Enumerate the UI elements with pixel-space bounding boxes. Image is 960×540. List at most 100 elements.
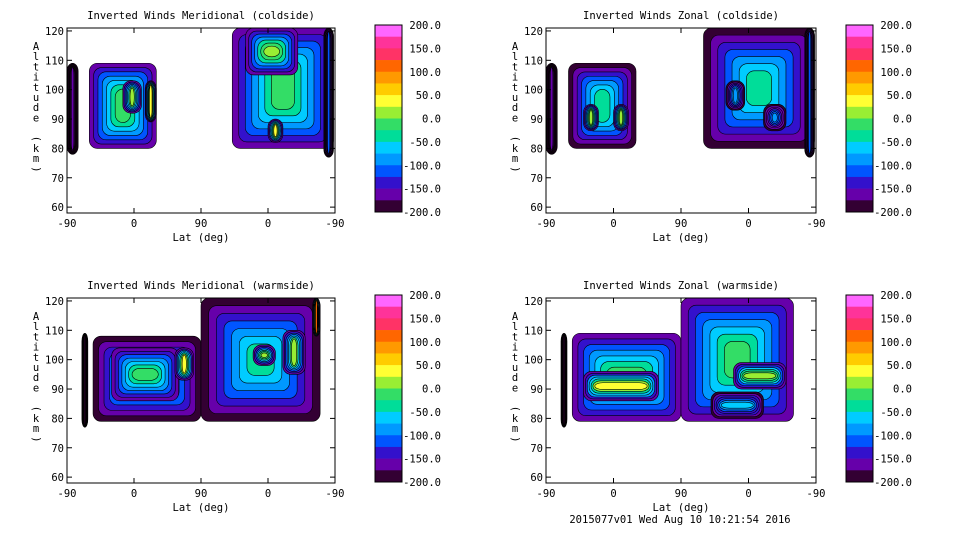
colorbar-label: -200.0 <box>874 207 912 219</box>
colorbar-label: -100.0 <box>403 160 441 172</box>
y-axis-label-char: d <box>33 372 39 384</box>
y-axis-label-char: m <box>512 423 518 435</box>
colorbar-swatch <box>846 318 873 331</box>
colorbar-swatch <box>375 118 402 131</box>
x-axis-label: Lat (deg) <box>653 502 710 514</box>
y-axis-label-char: u <box>33 92 39 104</box>
colorbar-swatch <box>375 165 402 178</box>
chart-panel: Inverted Winds Meridional (warmside) 60 70… <box>30 280 441 514</box>
x-tick-label: 0 <box>131 488 137 500</box>
y-tick-label: 120 <box>45 296 64 308</box>
colorbar-swatch <box>846 118 873 131</box>
colorbar-swatch <box>846 341 873 354</box>
y-tick-label: 60 <box>51 472 64 484</box>
y-axis-label-char: A <box>33 311 40 323</box>
y-axis-label-char: i <box>512 72 518 84</box>
colorbar-swatch <box>375 376 402 389</box>
colorbar-label: 50.0 <box>416 360 441 372</box>
x-tick-label: -90 <box>537 488 556 500</box>
contour-region <box>550 67 554 151</box>
y-axis-label-char: l <box>33 51 39 63</box>
y-axis-label-char: t <box>33 352 39 364</box>
colorbar-label: 150.0 <box>880 43 912 55</box>
y-tick-label: 80 <box>530 143 543 155</box>
colorbar-swatch <box>846 295 873 307</box>
colorbar-swatch <box>375 470 402 483</box>
colorbar-frame <box>374 24 403 213</box>
y-axis-label-char: ( <box>509 136 521 142</box>
y-axis-label-char: k <box>33 413 40 425</box>
colorbar-frame <box>845 24 874 213</box>
x-axis-label: Lat (deg) <box>653 232 710 244</box>
contour-region <box>260 352 268 358</box>
y-tick-label: 100 <box>45 355 64 367</box>
y-axis-label-char: l <box>512 51 518 63</box>
contour-region <box>594 382 648 390</box>
colorbar-swatch <box>846 400 873 413</box>
y-axis-label-char: ) <box>509 436 521 442</box>
contour-region <box>588 109 594 126</box>
y-tick-label: 120 <box>524 296 543 308</box>
colorbar-swatch <box>846 470 873 483</box>
x-tick-label: 90 <box>675 218 688 230</box>
y-axis-label-char: ) <box>30 436 42 442</box>
colorbar-swatch <box>846 176 873 189</box>
y-axis-label-char: t <box>33 82 39 94</box>
colorbar: 200.0 150.0 100.0 50.0 0.0 -50.0 -100.0 -150.0 -… <box>374 20 441 219</box>
y-axis-label-char: m <box>512 153 518 165</box>
colorbar: 200.0 150.0 100.0 50.0 0.0 -50.0 -100.0 -150.0 -… <box>845 290 912 489</box>
y-axis-label-char: i <box>33 342 39 354</box>
colorbar-swatch <box>846 353 873 366</box>
colorbar-swatch <box>375 188 402 201</box>
colorbar-swatch <box>375 365 402 378</box>
y-tick-label: 120 <box>45 26 64 38</box>
colorbar-swatch <box>375 36 402 49</box>
colorbar-swatch <box>375 71 402 84</box>
colorbar-swatch <box>846 36 873 49</box>
y-axis-label-char: k <box>512 143 519 155</box>
y-tick-label: 90 <box>51 384 64 396</box>
colorbar-swatch <box>375 176 402 189</box>
contour-region <box>327 31 331 154</box>
x-tick-label: -90 <box>326 488 345 500</box>
colorbar-label: 200.0 <box>880 20 912 32</box>
colorbar-swatch <box>846 153 873 166</box>
colorbar-swatch <box>846 376 873 389</box>
x-tick-label: 0 <box>745 488 751 500</box>
colorbar-label: -50.0 <box>880 137 912 149</box>
colorbar-label: 100.0 <box>409 67 441 79</box>
chart-title: Inverted Winds Meridional (coldside) <box>87 10 315 22</box>
y-tick-label: 100 <box>524 355 543 367</box>
colorbar-swatch <box>375 458 402 471</box>
x-tick-label: -90 <box>58 488 77 500</box>
colorbar-swatch <box>375 341 402 354</box>
contour-region <box>273 124 278 138</box>
x-tick-label: -90 <box>537 218 556 230</box>
y-axis-label-char: l <box>512 321 518 333</box>
colorbar-swatch <box>846 25 873 37</box>
colorbar-swatch <box>375 130 402 143</box>
y-tick-label: 60 <box>51 202 64 214</box>
y-tick-label: 60 <box>530 202 543 214</box>
colorbar-label: 200.0 <box>409 290 441 302</box>
y-tick-label: 120 <box>524 26 543 38</box>
colorbar-label: 150.0 <box>880 313 912 325</box>
y-axis-label-char: t <box>512 352 518 364</box>
y-axis-label-char: t <box>33 331 39 343</box>
contour-region <box>129 87 135 107</box>
y-tick-label: 110 <box>524 55 543 67</box>
colorbar-swatch <box>375 318 402 331</box>
contour-region <box>263 45 280 58</box>
colorbar-swatch <box>375 295 402 307</box>
colorbar-swatch <box>846 141 873 154</box>
y-tick-label: 110 <box>524 325 543 337</box>
colorbar-label: -150.0 <box>874 454 912 466</box>
contour-region <box>618 109 624 126</box>
colorbar-swatch <box>846 330 873 343</box>
x-axis-label: Lat (deg) <box>173 502 230 514</box>
colorbar-swatch <box>846 365 873 378</box>
colorbar-label: -150.0 <box>874 184 912 196</box>
contour-region <box>563 335 565 426</box>
